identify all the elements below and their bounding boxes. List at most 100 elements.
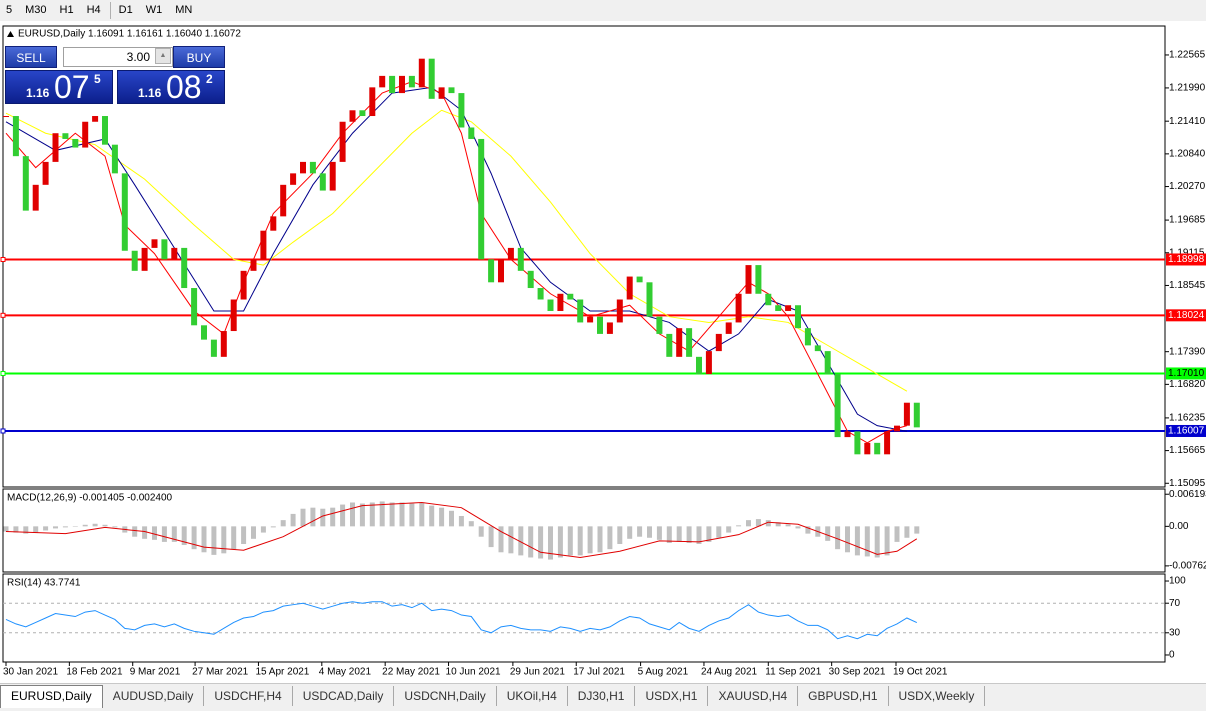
candle bbox=[745, 265, 752, 294]
bid-pips: 07 bbox=[54, 69, 90, 105]
candle bbox=[448, 87, 455, 94]
macd-bar bbox=[746, 520, 751, 527]
candle bbox=[636, 276, 643, 283]
timeframe-button[interactable]: M30 bbox=[25, 4, 47, 16]
candle bbox=[111, 144, 118, 174]
candle bbox=[755, 265, 762, 294]
timeframe-button[interactable]: MN bbox=[175, 4, 193, 16]
timeframe-button[interactable]: 5 bbox=[6, 4, 13, 16]
timeframe-button[interactable]: H1 bbox=[59, 4, 74, 16]
macd-bar bbox=[577, 526, 583, 556]
candle bbox=[171, 247, 178, 260]
candle bbox=[52, 133, 59, 162]
macd-bar bbox=[755, 519, 761, 527]
candle bbox=[735, 293, 742, 323]
x-tick-label: 5 Aug 2021 bbox=[638, 667, 689, 678]
macd-bar bbox=[468, 521, 474, 527]
candle bbox=[775, 305, 782, 311]
candle bbox=[854, 431, 861, 455]
level-label-box bbox=[1166, 309, 1206, 322]
candle bbox=[468, 127, 475, 139]
level-label-box bbox=[1166, 367, 1206, 380]
macd-bar bbox=[270, 526, 276, 528]
macd-bar bbox=[538, 526, 544, 559]
chart-tab[interactable]: AUDUSD,Daily bbox=[103, 686, 205, 706]
candle bbox=[438, 87, 445, 99]
macd-bar bbox=[825, 526, 831, 541]
candle bbox=[42, 161, 49, 185]
macd-bar bbox=[627, 526, 633, 539]
macd-bar bbox=[617, 526, 623, 544]
macd-bar bbox=[557, 526, 563, 558]
macd-bar bbox=[280, 520, 286, 527]
macd-bar bbox=[409, 503, 415, 527]
candle bbox=[597, 316, 603, 334]
candle bbox=[686, 328, 693, 357]
candle bbox=[22, 156, 29, 211]
moving-average bbox=[5, 109, 908, 392]
chart-tab[interactable]: EURUSD,Daily bbox=[0, 685, 103, 708]
candle bbox=[230, 299, 237, 332]
candle bbox=[656, 316, 663, 334]
panel-frame bbox=[2, 488, 1166, 573]
candle bbox=[290, 173, 297, 185]
timeframe-button[interactable]: W1 bbox=[145, 4, 163, 16]
chart-tab[interactable]: USDCNH,Daily bbox=[394, 686, 497, 706]
macd-bar bbox=[508, 526, 514, 554]
panel-frame bbox=[2, 573, 1166, 663]
candle bbox=[804, 328, 811, 346]
lot-increase[interactable]: ▲ bbox=[155, 48, 171, 64]
chart-tab[interactable]: GBPUSD,H1 bbox=[798, 686, 889, 706]
chart-tab[interactable]: UKOil,H4 bbox=[497, 686, 568, 706]
macd-bar bbox=[458, 515, 464, 527]
macd-bar bbox=[439, 507, 445, 527]
candle bbox=[121, 173, 128, 251]
y-tick-label: 1.22565 bbox=[1169, 50, 1206, 61]
candle bbox=[646, 282, 653, 317]
ask-price[interactable]: 1.16 08 2 bbox=[117, 69, 225, 105]
lot-input[interactable]: 3.00 bbox=[63, 47, 173, 67]
separator bbox=[109, 2, 111, 19]
buy-button[interactable]: BUY bbox=[173, 46, 225, 68]
level-label-box bbox=[1166, 424, 1206, 437]
macd-bar bbox=[72, 526, 78, 527]
candle bbox=[3, 116, 9, 118]
candle bbox=[903, 402, 910, 426]
candle bbox=[478, 138, 485, 260]
candle bbox=[82, 121, 89, 148]
chart-tab[interactable]: USDX,H1 bbox=[635, 686, 709, 706]
candle bbox=[715, 333, 722, 352]
x-tick-label: 10 Jun 2021 bbox=[446, 667, 501, 678]
macd-bar bbox=[587, 526, 593, 554]
bid-price[interactable]: 1.16 07 5 bbox=[5, 69, 113, 105]
level-handle bbox=[0, 428, 6, 434]
x-tick-label: 4 May 2021 bbox=[319, 667, 372, 678]
chart-tab[interactable]: XAUUSD,H4 bbox=[708, 686, 799, 706]
macd-bar bbox=[191, 526, 197, 550]
macd-signal bbox=[5, 501, 918, 558]
timeframe-button[interactable]: H4 bbox=[86, 4, 101, 16]
macd-bar bbox=[369, 502, 375, 527]
timeframe-button[interactable]: D1 bbox=[118, 4, 133, 16]
macd-bar bbox=[300, 508, 306, 527]
macd-bar bbox=[449, 510, 454, 527]
sell-button[interactable]: SELL bbox=[5, 46, 57, 68]
y-tick-label: 1.15665 bbox=[1169, 445, 1206, 456]
y-tick-label: 1.20270 bbox=[1169, 181, 1206, 192]
chart-tab[interactable]: DJ30,H1 bbox=[568, 686, 636, 706]
macd-bar bbox=[637, 526, 643, 537]
macd-bar bbox=[241, 526, 247, 544]
macd-bar bbox=[706, 526, 712, 542]
candle bbox=[696, 356, 702, 375]
macd-bar bbox=[567, 526, 573, 556]
candle bbox=[131, 250, 138, 271]
chart-tab[interactable]: USDCHF,H4 bbox=[204, 686, 293, 706]
macd-bar bbox=[835, 526, 841, 550]
candle bbox=[250, 259, 257, 271]
ask-big: 1.16 bbox=[138, 86, 162, 100]
moving-average bbox=[5, 81, 908, 444]
candle bbox=[557, 293, 564, 311]
macd-bar bbox=[805, 526, 811, 534]
chart-tab[interactable]: USDCAD,Daily bbox=[293, 686, 395, 706]
chart-tab[interactable]: USDX,Weekly bbox=[889, 686, 986, 706]
